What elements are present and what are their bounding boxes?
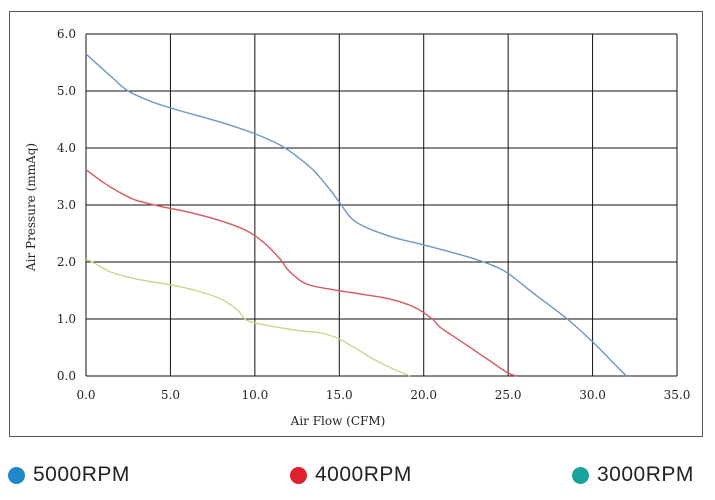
legend-label-5000rpm: 5000RPM <box>33 463 130 486</box>
grid <box>85 33 678 377</box>
x-tick-label: 35.0 <box>664 388 691 402</box>
y-tick-label: 4.0 <box>57 141 76 155</box>
legend-item-3000rpm: 3000RPM <box>572 460 694 490</box>
y-axis-label: Air Pressure (mmAq) <box>24 143 38 272</box>
legend: 5000RPM 4000RPM 3000RPM <box>0 460 715 494</box>
x-tick-label: 0.0 <box>76 388 95 402</box>
x-tick-label: 15.0 <box>326 388 353 402</box>
y-tick-labels: 0.0 1.0 2.0 3.0 4.0 5.0 6.0 <box>57 27 76 383</box>
legend-item-5000rpm: 5000RPM <box>8 460 130 490</box>
y-tick-label: 1.0 <box>57 312 76 326</box>
series-line-5000rpm <box>85 53 627 377</box>
legend-label-3000rpm: 3000RPM <box>597 463 694 486</box>
legend-label-4000rpm: 4000RPM <box>315 463 412 486</box>
x-tick-labels: 0.0 5.0 10.0 15.0 20.0 25.0 30.0 35.0 <box>76 388 690 402</box>
y-tick-label: 3.0 <box>57 198 76 212</box>
legend-dot-4000rpm <box>290 466 307 484</box>
x-tick-label: 5.0 <box>161 388 180 402</box>
legend-item-4000rpm: 4000RPM <box>290 460 412 490</box>
y-tick-label: 0.0 <box>57 369 76 383</box>
y-tick-label: 5.0 <box>57 84 76 98</box>
chart-plot: 0.0 5.0 10.0 15.0 20.0 25.0 30.0 35.0 0.0 1.0 2.0… <box>24 27 690 428</box>
x-axis-label: Air Flow (CFM) <box>290 414 386 428</box>
x-tick-label: 25.0 <box>495 388 522 402</box>
x-tick-label: 20.0 <box>410 388 437 402</box>
x-tick-label: 10.0 <box>241 388 268 402</box>
legend-dot-3000rpm <box>572 466 589 484</box>
series-line-3000rpm <box>85 258 411 377</box>
y-tick-label: 2.0 <box>57 255 76 269</box>
series-line-4000rpm <box>85 169 517 377</box>
chart-frame <box>9 11 703 437</box>
legend-dot-5000rpm <box>8 466 25 484</box>
series-lines <box>85 53 627 377</box>
y-tick-label: 6.0 <box>57 27 76 41</box>
x-tick-label: 30.0 <box>579 388 606 402</box>
